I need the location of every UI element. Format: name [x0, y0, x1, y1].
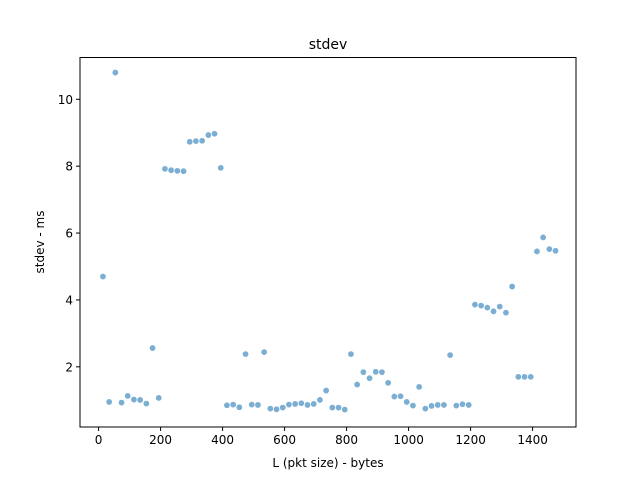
- data-point: [390, 393, 398, 401]
- data-point: [173, 167, 181, 175]
- data-point: [397, 392, 405, 400]
- data-point: [335, 404, 343, 412]
- y-tick-label: 8: [65, 160, 73, 174]
- data-point: [372, 368, 380, 376]
- data-point: [266, 405, 274, 413]
- chart-title: stdev: [309, 37, 348, 53]
- data-point: [310, 400, 318, 408]
- x-tick-label: 1200: [455, 433, 486, 447]
- data-point: [291, 400, 299, 408]
- data-point: [434, 401, 442, 409]
- data-point: [359, 368, 367, 376]
- data-point: [186, 138, 194, 146]
- data-point: [167, 166, 175, 174]
- data-point: [471, 301, 479, 309]
- data-point: [440, 401, 448, 409]
- data-point: [496, 303, 504, 311]
- y-axis-label: stdev - ms: [33, 211, 47, 274]
- data-point: [99, 273, 107, 281]
- data-point: [204, 131, 212, 139]
- data-point: [533, 247, 541, 255]
- data-point: [242, 350, 250, 358]
- data-point: [366, 374, 374, 382]
- data-point: [502, 309, 510, 317]
- data-point: [130, 396, 138, 404]
- data-point: [415, 383, 423, 391]
- data-point: [217, 164, 225, 172]
- data-point: [353, 381, 361, 389]
- data-point: [198, 137, 206, 145]
- data-point: [322, 387, 330, 395]
- data-point: [279, 404, 287, 412]
- data-point: [192, 137, 200, 145]
- data-point: [161, 165, 169, 173]
- data-point: [136, 396, 144, 404]
- data-point: [552, 247, 560, 255]
- data-point: [316, 396, 324, 404]
- data-point: [446, 351, 454, 359]
- data-point: [155, 394, 163, 402]
- ticks-layer: 0 200 400 600 800 1000 1200 1400 2 4 6 8 10: [58, 93, 548, 447]
- data-point: [428, 402, 436, 410]
- data-point: [508, 283, 516, 291]
- data-point: [328, 404, 336, 412]
- data-point: [514, 373, 522, 381]
- data-point: [409, 402, 417, 410]
- data-point: [539, 233, 547, 241]
- data-point: [545, 245, 553, 253]
- data-point: [452, 402, 460, 410]
- data-point: [459, 400, 467, 408]
- data-point: [211, 130, 219, 138]
- data-point: [483, 304, 491, 312]
- x-tick-label: 0: [95, 433, 103, 447]
- data-point: [304, 401, 312, 409]
- x-tick-label: 800: [335, 433, 358, 447]
- data-point: [378, 368, 386, 376]
- data-point: [297, 399, 305, 407]
- data-point: [254, 401, 262, 409]
- data-point: [229, 401, 237, 409]
- y-tick-label: 10: [58, 93, 73, 107]
- data-point: [477, 302, 485, 310]
- data-point: [465, 401, 473, 409]
- data-point: [285, 401, 293, 409]
- data-point: [118, 399, 126, 407]
- data-point: [180, 167, 188, 175]
- data-point: [235, 403, 243, 411]
- data-point: [105, 398, 113, 406]
- x-tick-label: 1000: [393, 433, 424, 447]
- data-point: [124, 392, 132, 400]
- plot-frame: [79, 57, 577, 428]
- data-point: [111, 69, 119, 77]
- data-point: [490, 307, 498, 315]
- data-point: [347, 350, 355, 358]
- x-tick-label: 1400: [517, 433, 548, 447]
- x-tick-label: 400: [211, 433, 234, 447]
- data-point: [149, 344, 157, 352]
- data-point: [403, 398, 411, 406]
- data-point: [527, 373, 535, 381]
- y-tick-label: 4: [65, 293, 73, 307]
- y-tick-label: 6: [65, 227, 73, 241]
- data-point: [260, 348, 268, 356]
- data-point: [248, 401, 256, 409]
- x-tick-label: 600: [273, 433, 296, 447]
- x-tick-label: 200: [149, 433, 172, 447]
- y-tick-label: 2: [65, 360, 73, 374]
- data-point: [384, 379, 392, 387]
- x-axis-label: L (pkt size) - bytes: [272, 456, 383, 470]
- data-point: [142, 400, 150, 408]
- points-layer: [99, 69, 560, 414]
- data-point: [273, 405, 281, 413]
- data-point: [341, 406, 349, 414]
- data-point: [521, 373, 529, 381]
- data-point: [421, 405, 429, 413]
- data-point: [223, 401, 231, 409]
